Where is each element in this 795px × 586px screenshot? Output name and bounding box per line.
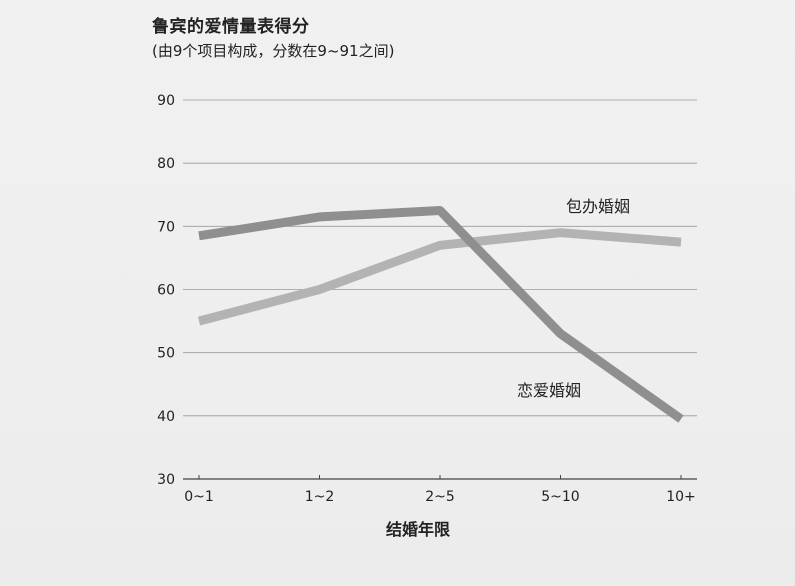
grid-lines — [183, 99, 697, 480]
series-line-love-marriage — [198, 206, 684, 423]
chart-title: 鲁宾的爱情量表得分 — [152, 17, 310, 37]
x-tick-labels: 0~1 1~2 2~5 5~10 10+ — [184, 475, 696, 505]
y-tick-label: 50 — [157, 346, 175, 362]
y-tick-label: 90 — [157, 93, 175, 109]
x-tick-label: 1~2 — [305, 489, 335, 505]
x-tick-label: 0~1 — [184, 489, 214, 505]
y-tick-label: 70 — [157, 219, 175, 235]
y-tick-label: 80 — [157, 156, 175, 172]
y-tick-labels: 30 40 50 60 70 80 90 — [157, 93, 175, 488]
y-tick-label: 40 — [157, 409, 175, 425]
series-label-arranged-marriage: 包办婚姻 — [566, 197, 630, 216]
x-axis-title: 结婚年限 — [385, 520, 451, 539]
x-tick-label: 2~5 — [425, 489, 455, 505]
y-tick-label: 30 — [157, 472, 175, 488]
series-label-love-marriage: 恋爱婚姻 — [517, 381, 581, 400]
y-tick-label: 60 — [157, 283, 175, 299]
series-lines — [197, 206, 684, 423]
x-tick-label: 5~10 — [541, 489, 579, 505]
chart-subtitle: (由9个项目构成，分数在9~91之间) — [152, 42, 395, 60]
x-tick-label: 10+ — [666, 489, 696, 505]
series-line-arranged-marriage — [197, 228, 682, 326]
